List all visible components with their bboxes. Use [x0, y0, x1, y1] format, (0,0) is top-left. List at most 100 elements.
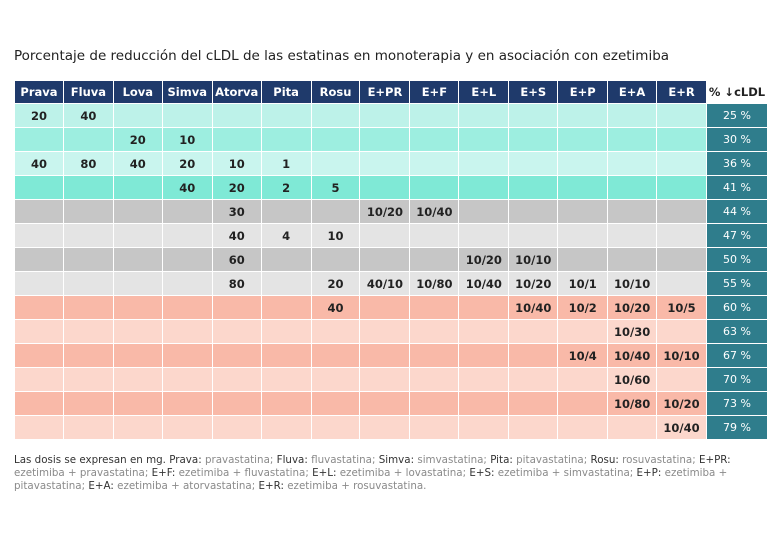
- table-cell: [508, 151, 559, 176]
- table-cell: 10/40: [409, 199, 460, 224]
- table-row: 40 10/40 10/2 10/20 10/5 60 %: [14, 295, 768, 320]
- table-cell: 40: [211, 223, 262, 248]
- table-cell: [508, 175, 559, 200]
- abbreviation: E+R:: [258, 480, 284, 492]
- table-cell: [409, 319, 460, 344]
- table-cell: 20: [211, 175, 262, 200]
- table-cell: [359, 343, 411, 368]
- table-row: 80 20 40/10 10/80 10/40 10/20 10/1 10/10 55 %: [14, 271, 768, 296]
- table-cell: [557, 175, 609, 200]
- table-cell: 40: [112, 151, 163, 176]
- table-cell: [409, 151, 460, 176]
- table-cell: [62, 247, 114, 272]
- table-cell: [359, 295, 411, 320]
- table-cell: [310, 391, 361, 416]
- table-cell: [211, 367, 262, 392]
- table-cell: 10: [161, 127, 213, 152]
- table-cell: 2: [260, 175, 312, 200]
- column-header: Fluva: [62, 80, 114, 104]
- table-cell: [508, 391, 559, 416]
- table-cell: [62, 175, 114, 200]
- table-cell: [112, 175, 163, 200]
- table-cell: [557, 199, 609, 224]
- table-cell: [310, 199, 361, 224]
- abbreviation: Fluva:: [276, 454, 308, 466]
- table-cell: [14, 391, 64, 416]
- definition: rosuvastatina;: [622, 454, 696, 466]
- table-cell: [310, 127, 361, 152]
- column-header: E+P: [557, 80, 609, 104]
- table-cell: 10: [211, 151, 262, 176]
- percent-cell: 44 %: [706, 199, 768, 224]
- table-cell: 10/20: [458, 247, 510, 272]
- table-cell: [557, 151, 609, 176]
- percent-cell: 41 %: [706, 175, 768, 200]
- table-row: 10/40 79 %: [14, 415, 768, 440]
- table-cell: [458, 391, 510, 416]
- table-cell: [359, 247, 411, 272]
- table-cell: [607, 127, 658, 152]
- definition: pravastatina;: [204, 454, 274, 466]
- percent-cell: 25 %: [706, 103, 768, 128]
- table-cell: 40/10: [359, 271, 411, 296]
- table-cell: [508, 367, 559, 392]
- table-cell: 10/20: [359, 199, 411, 224]
- table-cell: [557, 223, 609, 248]
- table-row: 10/80 10/20 73 %: [14, 391, 768, 416]
- table-row: 20 10 30 %: [14, 127, 768, 152]
- table-cell: [508, 223, 559, 248]
- table-cell: [656, 151, 707, 176]
- table-cell: [211, 295, 262, 320]
- table-cell: 40: [62, 103, 114, 128]
- table-row: 10/4 10/40 10/10 67 %: [14, 343, 768, 368]
- table-cell: 10/5: [656, 295, 707, 320]
- table-cell: [14, 127, 64, 152]
- abbreviation: E+L:: [312, 467, 337, 479]
- table-cell: [112, 367, 163, 392]
- table-cell: [211, 103, 262, 128]
- table-cell: [62, 415, 114, 440]
- definition: ezetimiba + lovastatina;: [339, 467, 467, 479]
- percent-cell: 63 %: [706, 319, 768, 344]
- table-cell: [260, 271, 312, 296]
- table-cell: [310, 151, 361, 176]
- table-cell: [458, 223, 510, 248]
- table-row: 30 10/20 10/40 44 %: [14, 199, 768, 224]
- definition: ezetimiba + rosuvastatina.: [287, 480, 427, 492]
- table-cell: [656, 175, 707, 200]
- table-cell: [607, 151, 658, 176]
- percent-cell: 50 %: [706, 247, 768, 272]
- table-cell: 40: [161, 175, 213, 200]
- column-header: Pita: [260, 80, 312, 104]
- table-cell: 10/20: [656, 391, 707, 416]
- table-cell: [260, 415, 312, 440]
- table-cell: [409, 391, 460, 416]
- percent-cell: 55 %: [706, 271, 768, 296]
- abbreviation: Prava:: [169, 454, 202, 466]
- table-cell: [557, 391, 609, 416]
- table-cell: 20: [112, 127, 163, 152]
- table-cell: [260, 367, 312, 392]
- table-cell: [458, 319, 510, 344]
- table-cell: [508, 319, 559, 344]
- table-row: 10/30 63 %: [14, 319, 768, 344]
- percent-cell: 73 %: [706, 391, 768, 416]
- title: Porcentaje de reducción del cLDL de las …: [14, 48, 670, 64]
- table-cell: 20: [161, 151, 213, 176]
- table-cell: [62, 295, 114, 320]
- definition: ezetimiba + atorvastatina;: [117, 480, 256, 492]
- table-cell: [14, 343, 64, 368]
- table-cell: [607, 175, 658, 200]
- table-cell: [557, 415, 609, 440]
- definition: ezetimiba + fluvastatina;: [178, 467, 309, 479]
- table-cell: [458, 295, 510, 320]
- table-cell: [161, 415, 213, 440]
- column-header: E+PR: [359, 80, 411, 104]
- percent-cell: 30 %: [706, 127, 768, 152]
- percent-cell: 79 %: [706, 415, 768, 440]
- abbreviation: E+A:: [88, 480, 114, 492]
- column-header: Atorva: [211, 80, 262, 104]
- percent-cell: 60 %: [706, 295, 768, 320]
- column-header: Lova: [112, 80, 163, 104]
- table-cell: [260, 199, 312, 224]
